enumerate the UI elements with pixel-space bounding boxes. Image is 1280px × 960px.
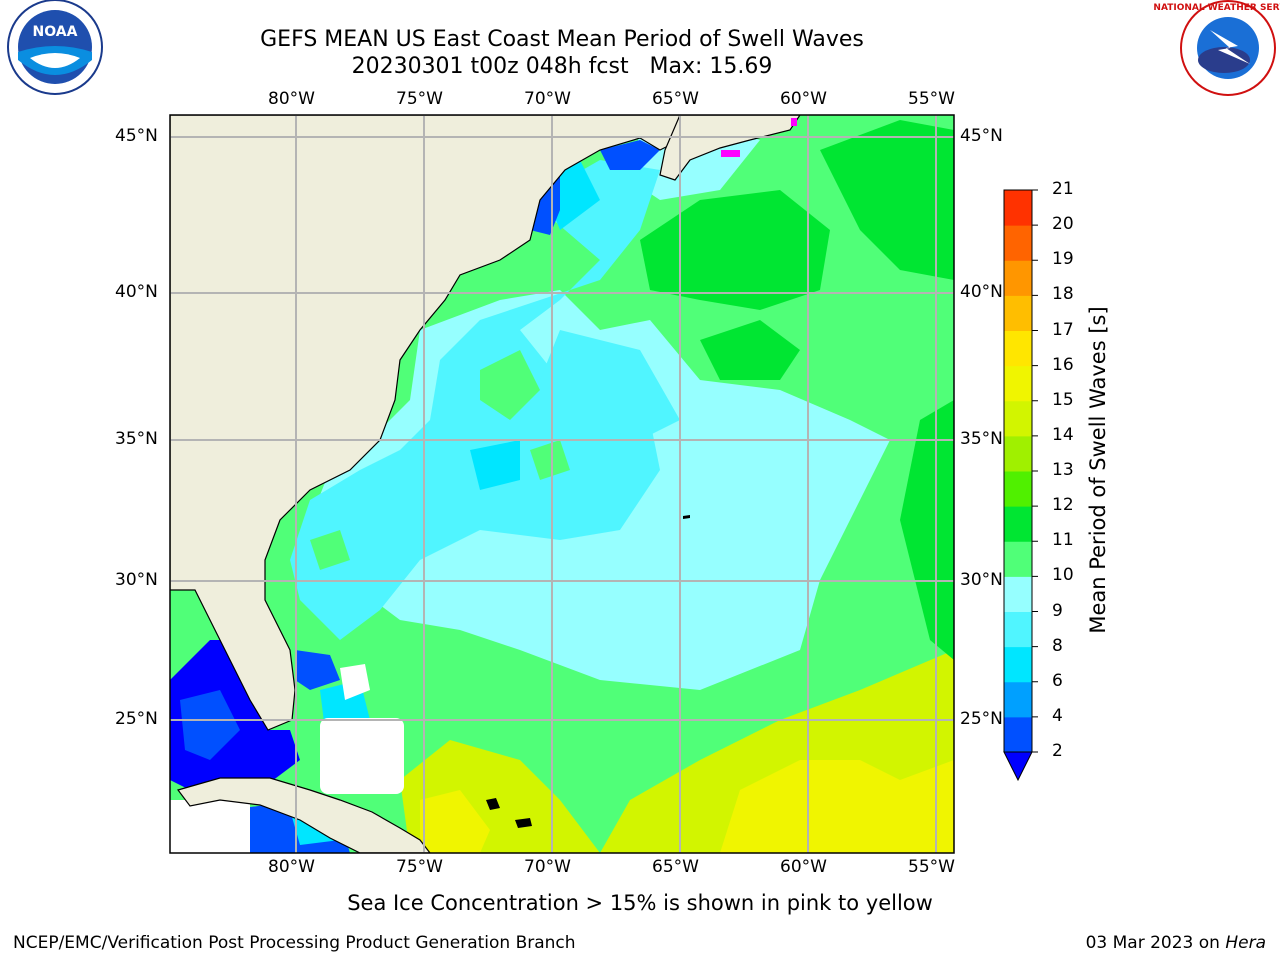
colorbar-tick-label: 20	[1052, 214, 1074, 235]
lon-label-bottom: 55°W	[908, 857, 955, 877]
lon-label-bottom: 75°W	[396, 857, 443, 877]
colorbar	[1003, 189, 1038, 782]
no-data-area	[320, 718, 404, 794]
lat-label-left: 30°N	[115, 570, 158, 590]
footer-credit: NCEP/EMC/Verification Post Processing Pr…	[13, 933, 576, 953]
sea-ice-note: Sea Ice Concentration > 15% is shown in …	[347, 891, 933, 915]
lat-label-left: 25°N	[115, 709, 158, 729]
colorbar-tick-label: 6	[1052, 670, 1063, 691]
colorbar-tick-label: 15	[1052, 389, 1074, 410]
lat-label-right: 25°N	[960, 709, 1003, 729]
colorbar-segment	[1004, 611, 1032, 648]
chart-subtitle: 20230301 t00z 048h fcst Max: 15.69	[351, 54, 773, 79]
footer-host: Hera	[1225, 933, 1266, 953]
colorbar-tick-label: 8	[1052, 635, 1063, 656]
colorbar-segment	[1004, 681, 1032, 718]
colorbar-segment	[1004, 260, 1032, 296]
colorbar-tick-label: 11	[1052, 530, 1074, 551]
colorbar-segment	[1004, 400, 1032, 437]
colorbar-segment	[1004, 576, 1032, 612]
colorbar-tick-label: 16	[1052, 354, 1074, 375]
colorbar-segment	[1004, 716, 1032, 753]
colorbar-tick-label: 4	[1052, 705, 1063, 726]
colorbar-tick-label: 12	[1052, 495, 1074, 516]
lon-label-bottom: 65°W	[652, 857, 699, 877]
lon-label-top: 55°W	[908, 89, 955, 109]
colorbar-segment	[1004, 471, 1032, 507]
colorbar-label: Mean Period of Swell Waves [s]	[1086, 306, 1110, 634]
lon-label-top: 70°W	[524, 89, 571, 109]
colorbar-segment	[1004, 646, 1032, 683]
lat-label-right: 40°N	[960, 282, 1003, 302]
colorbar-tick-label: 19	[1052, 249, 1074, 270]
colorbar-tick-label: 14	[1052, 424, 1074, 445]
colorbar-tick-label: 10	[1052, 565, 1074, 586]
lat-label-left: 40°N	[115, 282, 158, 302]
colorbar-tick-label: 18	[1052, 284, 1074, 305]
sea-ice-mark	[791, 118, 797, 126]
sea-ice-mark	[721, 150, 740, 157]
colorbar-tick-label: 2	[1052, 741, 1063, 761]
colorbar-extend-triangle	[1003, 751, 1033, 782]
lon-label-top: 80°W	[268, 89, 315, 109]
lon-label-top: 75°W	[396, 89, 443, 109]
nws-logo-text: NATIONAL WEATHER SERVICE	[1153, 3, 1280, 13]
colorbar-segment	[1004, 435, 1032, 472]
lat-label-right: 35°N	[960, 429, 1003, 449]
lon-label-bottom: 80°W	[268, 857, 315, 877]
nws-logo: NATIONAL WEATHER SERVICE	[1153, 0, 1280, 96]
plot-frame	[169, 114, 955, 854]
colorbar-segment	[1004, 506, 1032, 542]
noaa-logo-text: NOAA	[33, 24, 78, 40]
footer-date-text: 03 Mar 2023 on	[1085, 933, 1226, 953]
colorbar-segment	[1004, 365, 1032, 402]
colorbar-segment	[1004, 190, 1032, 226]
footer-date: 03 Mar 2023 on Hera	[1086, 933, 1266, 953]
lat-label-right: 45°N	[960, 126, 1003, 146]
lat-label-left: 35°N	[115, 429, 158, 449]
lon-label-bottom: 60°W	[780, 857, 827, 877]
colorbar-segment	[1004, 225, 1032, 261]
lon-label-bottom: 70°W	[524, 857, 571, 877]
map-grid	[170, 115, 954, 853]
colorbar-tick-label: 9	[1052, 600, 1063, 621]
colorbar-tick-label: 17	[1052, 319, 1074, 340]
low-period-zone	[290, 160, 660, 640]
noaa-logo: NOAA	[7, 0, 103, 95]
colorbar-tick-label: 13	[1052, 460, 1074, 480]
lat-label-left: 45°N	[115, 126, 158, 146]
lon-label-top: 60°W	[780, 89, 827, 109]
colorbar-tick-label: 21	[1052, 179, 1074, 199]
chart-title: GEFS MEAN US East Coast Mean Period of S…	[260, 27, 864, 52]
colorbar-segment	[1004, 330, 1032, 367]
colorbar-segment	[1004, 295, 1032, 331]
lat-label-right: 30°N	[960, 570, 1003, 590]
lon-label-top: 65°W	[652, 89, 699, 109]
colorbar-segment	[1004, 541, 1032, 577]
